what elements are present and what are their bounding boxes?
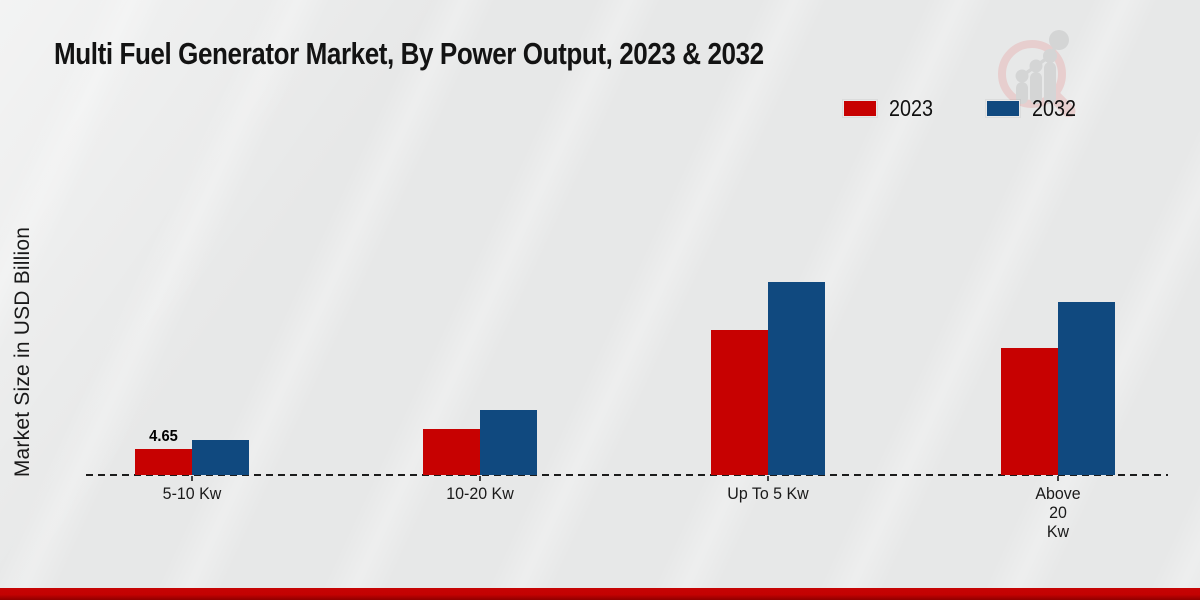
x-axis-line [86, 474, 1168, 476]
x-axis-tick [767, 476, 769, 481]
bar-2032-up-to-5-kw [768, 282, 825, 475]
x-axis-label: Up To 5 Kw [727, 484, 809, 503]
legend-swatch-2032 [986, 100, 1021, 117]
magnifier-growth-chart-logo [998, 30, 1076, 117]
x-axis-tick [1057, 476, 1059, 481]
legend-item-2032: 2032 [986, 95, 1083, 122]
bar-2023-10-20-kw [423, 429, 480, 475]
bar-2023-5-10-kw [135, 449, 192, 475]
x-axis-label: Above 20 Kw [1035, 484, 1081, 541]
bar-2032-above-20-kw [1058, 302, 1115, 475]
bar-value-label: 4.65 [149, 428, 178, 445]
legend-label: 2032 [1032, 95, 1077, 121]
legend-swatch-2023 [843, 100, 877, 117]
footer-accent-bar [0, 588, 1200, 600]
x-axis-label: 10-20 Kw [446, 484, 514, 503]
x-axis-label: 5-10 Kw [162, 484, 222, 503]
legend-item-2023: 2023 [843, 95, 940, 122]
chart-title: Multi Fuel Generator Market, By Power Ou… [54, 36, 764, 71]
legend: 2023 2032 [843, 95, 1083, 122]
bar-2032-5-10-kw [192, 440, 249, 475]
bar-2023-up-to-5-kw [711, 330, 768, 475]
legend-label: 2023 [889, 95, 934, 121]
x-axis-tick [479, 476, 481, 481]
bar-2032-10-20-kw [480, 410, 537, 475]
x-axis-tick [191, 476, 193, 481]
bar-2023-above-20-kw [1001, 348, 1058, 475]
